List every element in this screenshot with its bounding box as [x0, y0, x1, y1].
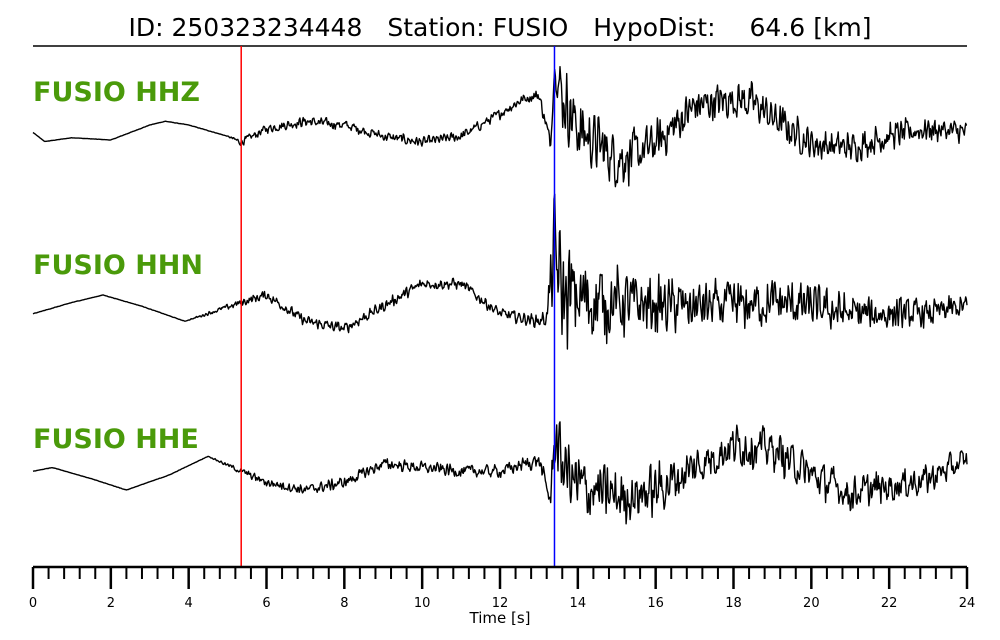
- tick-label: 22: [881, 596, 898, 611]
- waveform-trace: [32, 193, 968, 350]
- waveform-trace: [32, 66, 968, 188]
- traces-group: [32, 66, 968, 525]
- id-label: ID:: [128, 13, 163, 42]
- station-value: FUSIO: [493, 13, 569, 42]
- tick-label: 4: [185, 596, 193, 611]
- tick-label: 2: [107, 596, 115, 611]
- tick-label: 6: [262, 596, 270, 611]
- trace-label: FUSIO HHN: [33, 250, 203, 281]
- waveform-trace: [32, 421, 968, 525]
- tick-label: 12: [492, 596, 509, 611]
- id-value: 250323234448: [172, 13, 363, 42]
- tick-label: 0: [29, 596, 37, 611]
- hypodist-label: HypoDist:: [593, 13, 715, 42]
- chart-title: ID: 250323234448 Station: FUSIO HypoDist: 64.…: [128, 13, 871, 42]
- x-axis-label: Time [s]: [469, 609, 531, 627]
- tick-label: 8: [340, 596, 348, 611]
- station-label: Station:: [387, 13, 484, 42]
- tick-label: 10: [414, 596, 431, 611]
- tick-label: 14: [570, 596, 587, 611]
- trace-label: FUSIO HHZ: [33, 77, 200, 108]
- hypodist-value: 64.6: [750, 13, 806, 42]
- picks-group: [240, 46, 556, 567]
- tick-label: 24: [959, 596, 976, 611]
- tick-label: 16: [647, 596, 664, 611]
- tick-label: 20: [803, 596, 820, 611]
- trace-label: FUSIO HHE: [33, 424, 199, 455]
- tick-label: 18: [725, 596, 742, 611]
- trace-labels-group: FUSIO HHZ FUSIO HHN FUSIO HHE: [33, 77, 203, 455]
- hypodist-unit: [km]: [813, 13, 871, 42]
